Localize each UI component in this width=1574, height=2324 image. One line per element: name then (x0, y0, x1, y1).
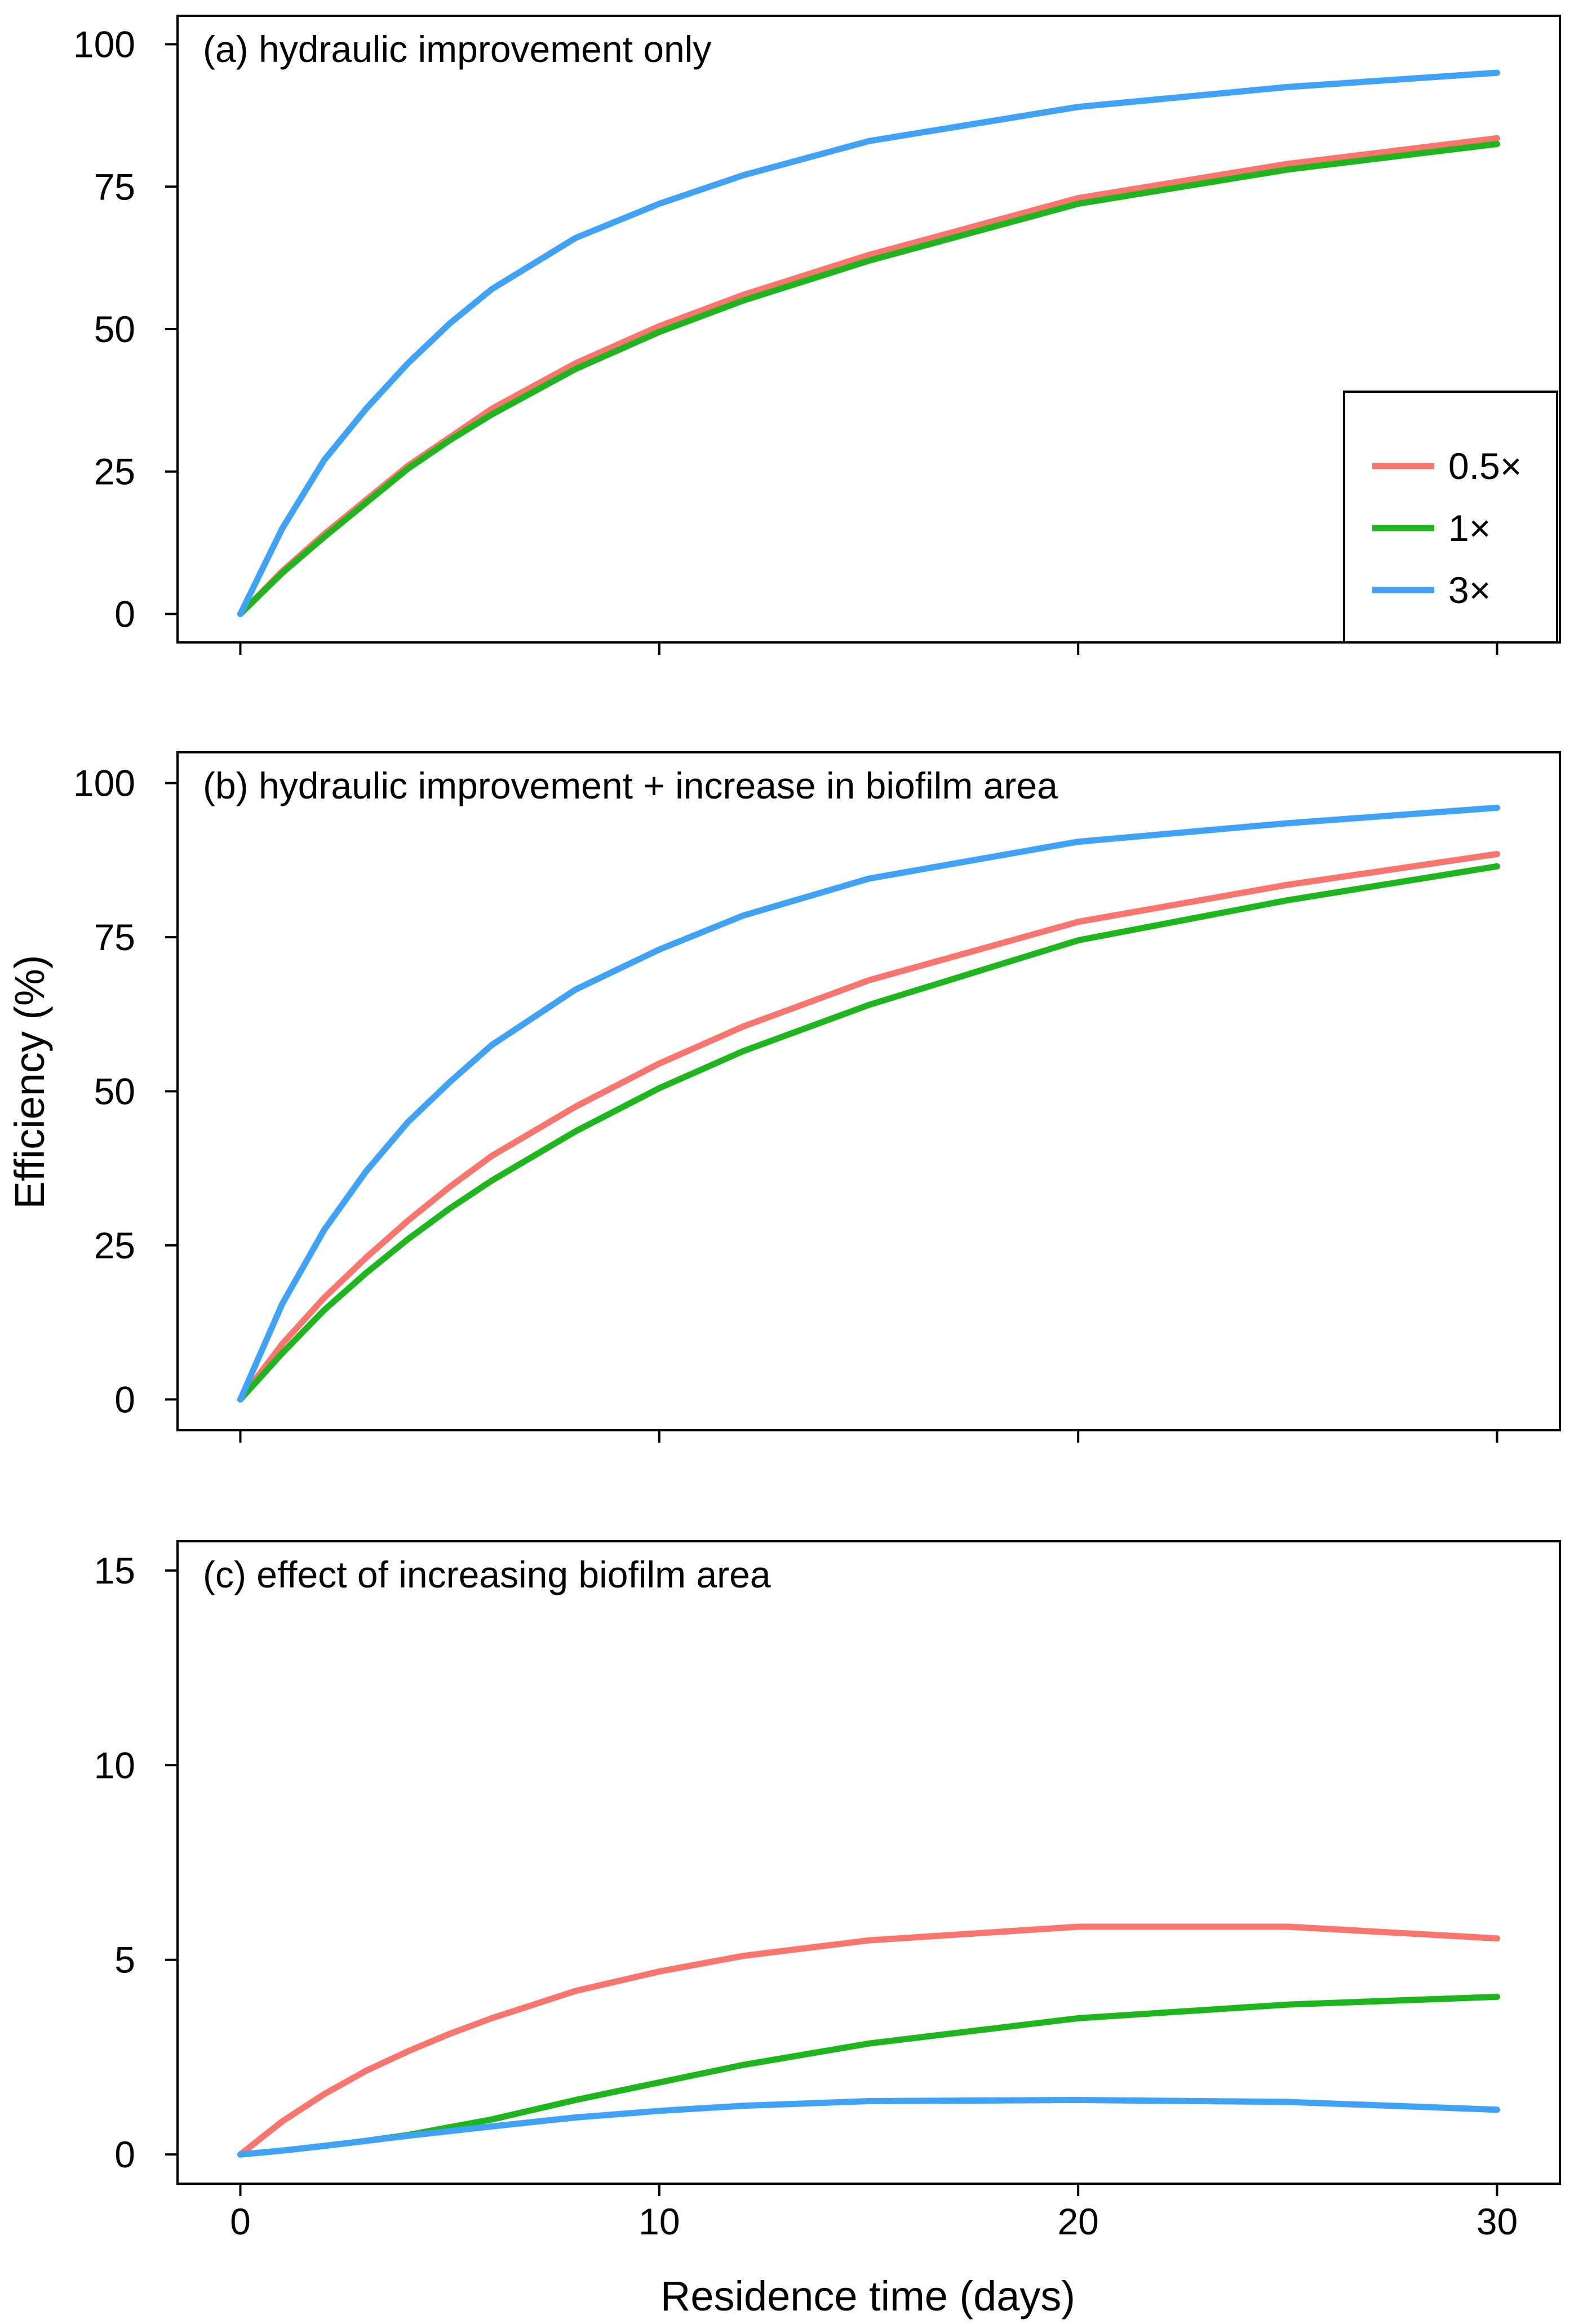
panel-3: 0 5 10 15 0 10 20 30 (c) effect of increasing bi… (94, 1540, 1561, 2242)
series-line-1× (237, 141, 1500, 617)
x-tick-label: 10 (639, 2201, 680, 2242)
x-tick-label: 20 (1057, 2201, 1098, 2242)
plot-frame (176, 15, 1561, 644)
y-tick-label: 0 (114, 2134, 135, 2175)
series-line-1× (237, 863, 1500, 1403)
panel-title: (a) hydraulic improvement only (203, 28, 711, 70)
legend-label-1: 1× (1448, 507, 1491, 549)
y-tick-label: 25 (94, 1225, 135, 1266)
y-tick-label: 10 (94, 1744, 135, 1786)
legend-label-2: 3× (1448, 569, 1491, 611)
x-tick-label: 0 (230, 2201, 251, 2242)
panel-title: (c) effect of increasing biofilm area (203, 1554, 771, 1595)
y-tick-label: 5 (114, 1939, 135, 1981)
y-tick-label: 25 (94, 451, 135, 493)
y-tick-label: 50 (94, 1071, 135, 1112)
y-tick-label: 100 (73, 24, 135, 65)
x-axis-title: Residence time (days) (660, 2273, 1075, 2319)
plot-frame (176, 751, 1561, 1431)
legend-item-0: 0.5× (1372, 445, 1522, 487)
series-line-3× (237, 2097, 1500, 2158)
y-tick-label: 75 (94, 916, 135, 958)
series-line-0.5× (237, 851, 1500, 1403)
panel-title: (b) hydraulic improvement + increase in … (203, 765, 1058, 806)
series-line-3× (237, 804, 1500, 1403)
y-tick-label: 50 (94, 308, 135, 350)
y-tick-label: 0 (114, 593, 135, 635)
y-axis-title: Efficiency (%) (6, 955, 53, 1209)
y-tick-label: 0 (114, 1378, 135, 1420)
y-tick-label: 75 (94, 166, 135, 207)
legend-label-0: 0.5× (1448, 445, 1522, 487)
series-line-0.5× (237, 1923, 1500, 2158)
legend: 0.5× 1× 3× (1343, 391, 1558, 644)
plot-frame (176, 1540, 1561, 2185)
series-line-3× (237, 69, 1500, 617)
panel-2: 0 25 50 75 100 (b) hydraulic improvement + in… (73, 751, 1561, 1443)
series-line-0.5× (237, 135, 1500, 617)
panel-1: 0 25 50 75 100 (a) hydraulic improvement only (73, 15, 1561, 655)
legend-item-1: 1× (1372, 507, 1491, 549)
legend-box (1343, 391, 1558, 644)
y-tick-label: 100 (73, 762, 135, 804)
y-tick-label: 15 (94, 1550, 135, 1591)
legend-item-2: 3× (1372, 569, 1491, 611)
x-tick-label: 30 (1477, 2201, 1518, 2242)
